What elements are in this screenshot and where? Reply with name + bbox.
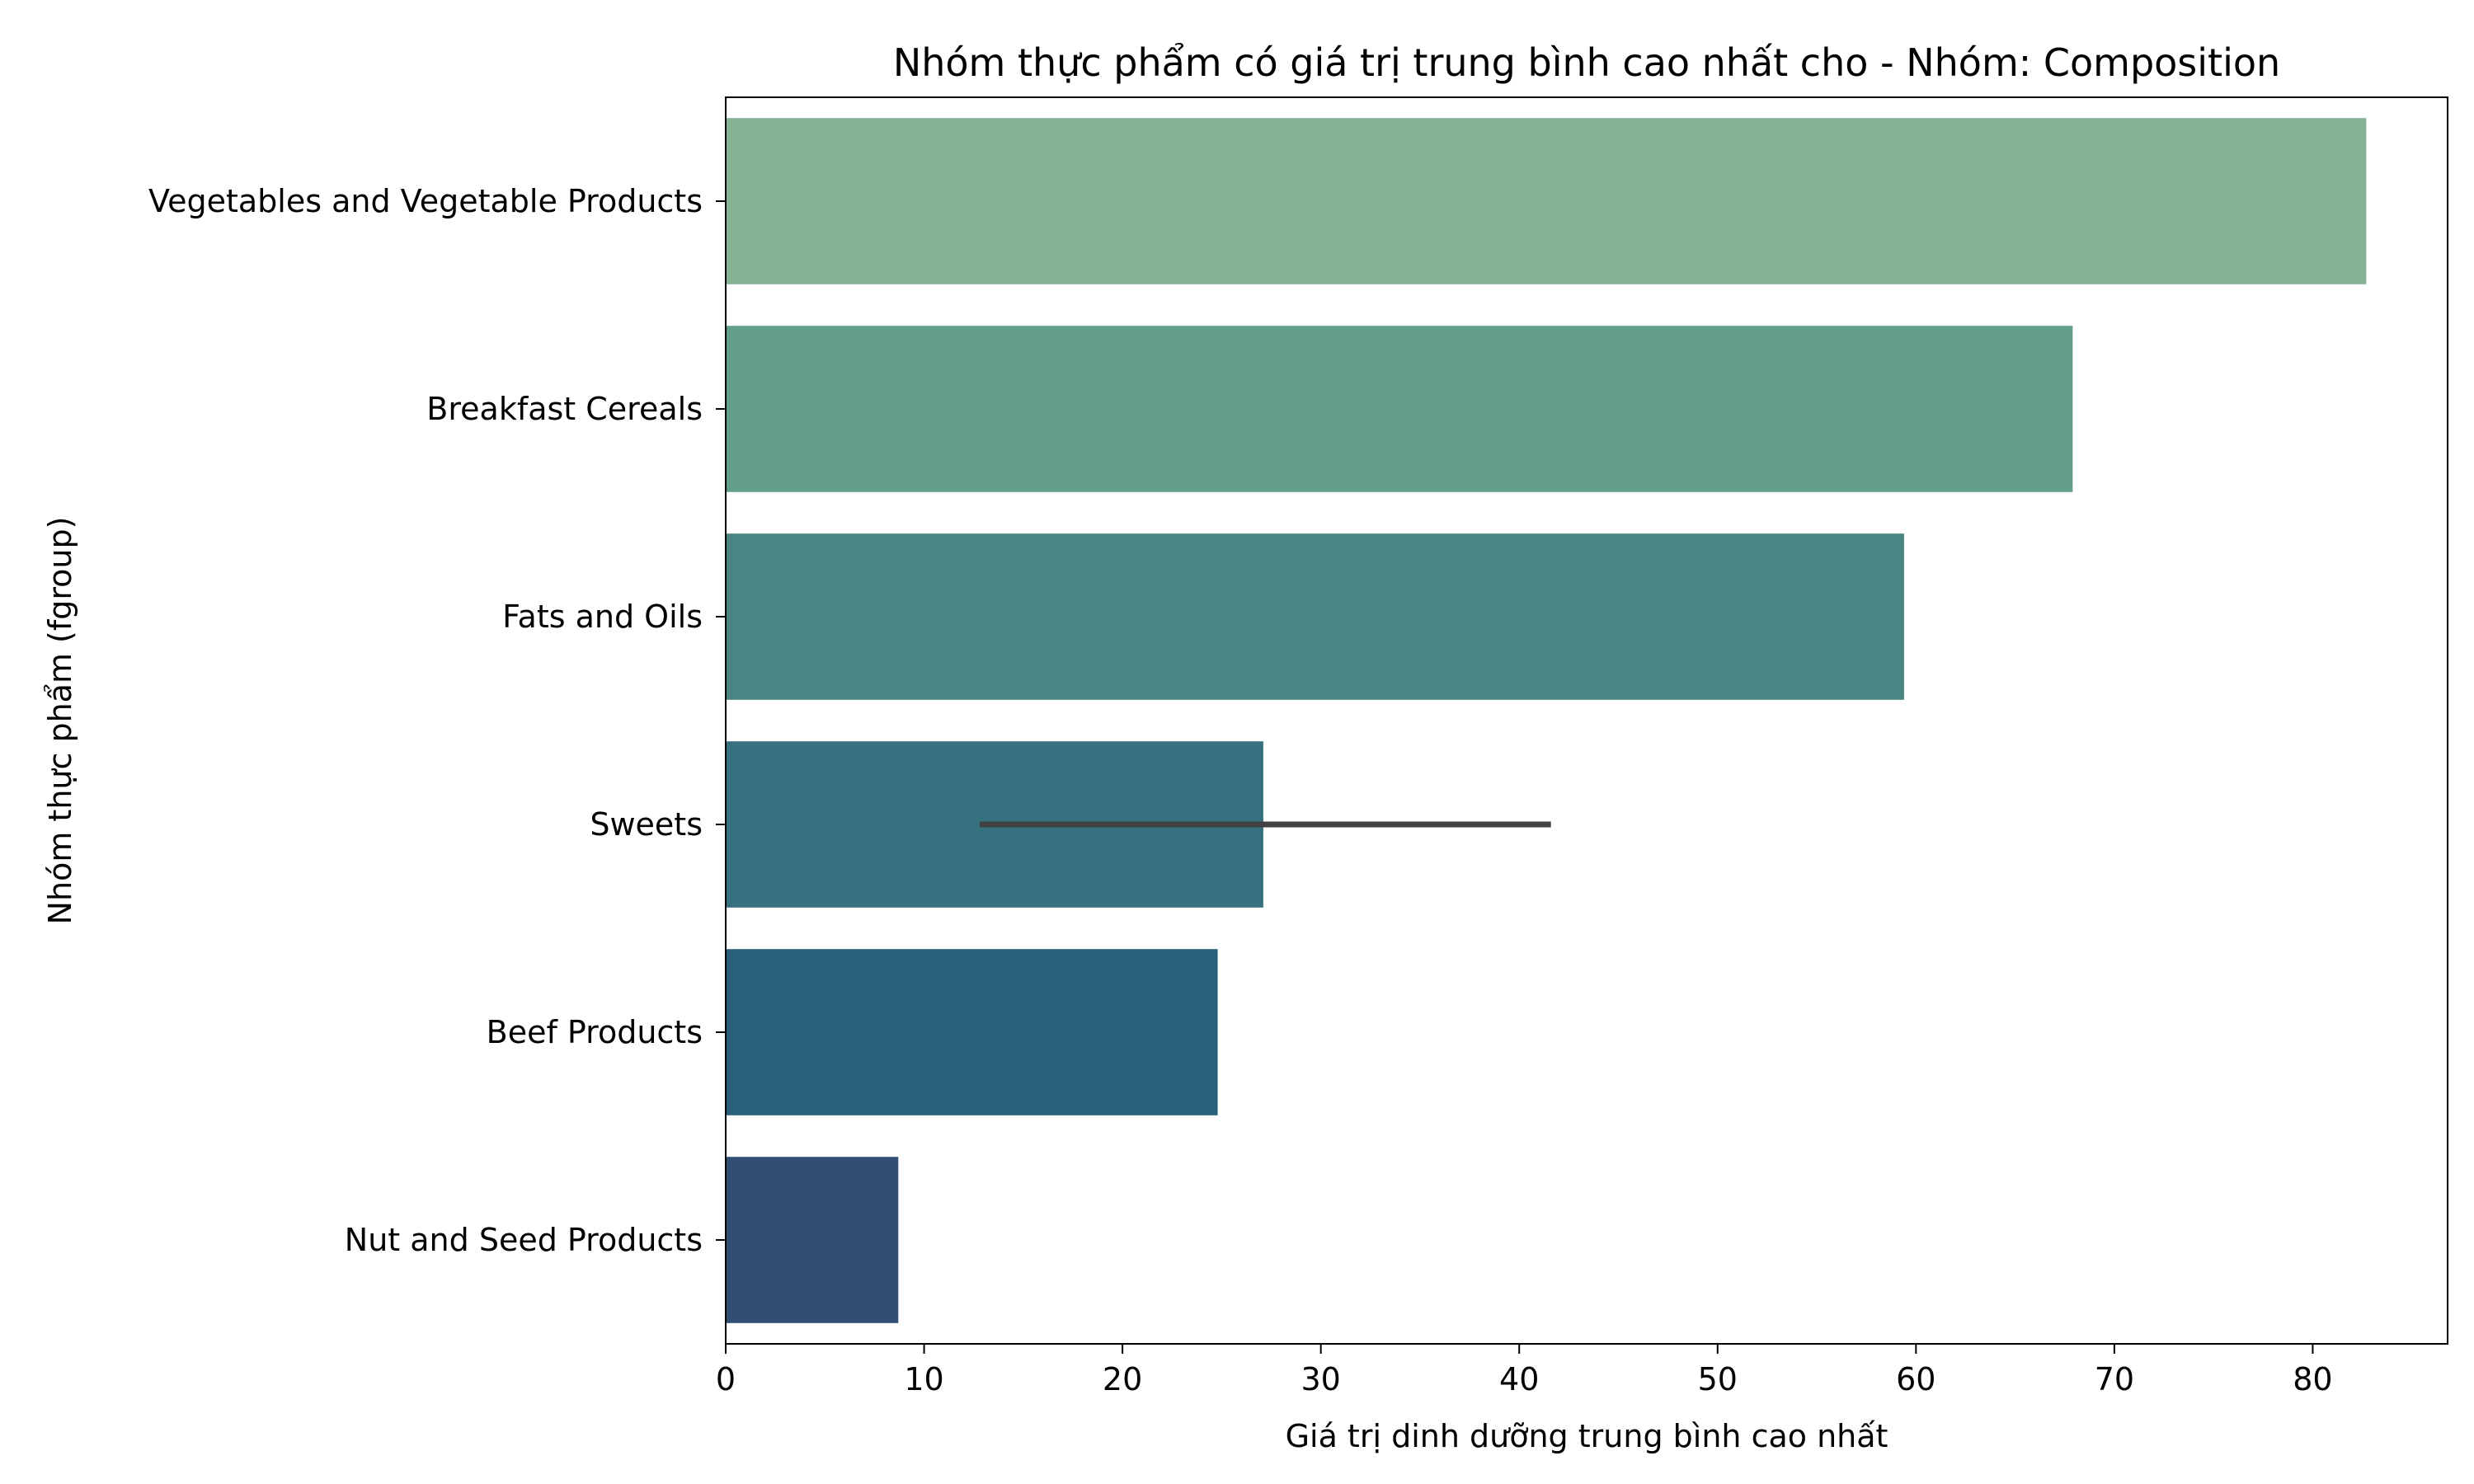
x-tick-label: 70 xyxy=(2095,1361,2134,1397)
y-tick-label: Beef Products xyxy=(487,1014,703,1050)
x-tick-label: 0 xyxy=(716,1361,736,1397)
y-tick-label: Fats and Oils xyxy=(502,599,703,635)
chart-title: Nhóm thực phẩm có giá trị trung bình cao… xyxy=(893,40,2280,85)
plot-frame xyxy=(725,96,2448,1345)
x-tick-label: 50 xyxy=(1698,1361,1738,1397)
x-tick-label: 30 xyxy=(1300,1361,1340,1397)
x-tick-label: 40 xyxy=(1499,1361,1539,1397)
plot-area: Vegetables and Vegetable Products Breakfa… xyxy=(148,96,2448,1397)
bar-nut-and-seed-products xyxy=(726,1157,899,1323)
bar-beef-products xyxy=(726,949,1218,1115)
bar-fats-and-oils xyxy=(726,533,1904,700)
x-axis-label: Giá trị dinh dưỡng trung bình cao nhất xyxy=(1286,1418,1888,1454)
y-tick-label: Sweets xyxy=(590,806,703,843)
y-tick-label: Vegetables and Vegetable Products xyxy=(148,183,703,219)
y-tick-label: Breakfast Cereals xyxy=(426,391,703,427)
bar-breakfast-cereals xyxy=(726,326,2073,492)
bar-vegetables-and-vegetable-products xyxy=(726,118,2367,284)
x-tick-label: 10 xyxy=(904,1361,943,1397)
x-tick-label: 80 xyxy=(2293,1361,2332,1397)
x-tick-label: 20 xyxy=(1103,1361,1142,1397)
y-axis-label: Nhóm thực phẩm (fgroup) xyxy=(42,517,78,925)
x-tick-label: 60 xyxy=(1896,1361,1935,1397)
y-tick-label: Nut and Seed Products xyxy=(345,1222,703,1258)
